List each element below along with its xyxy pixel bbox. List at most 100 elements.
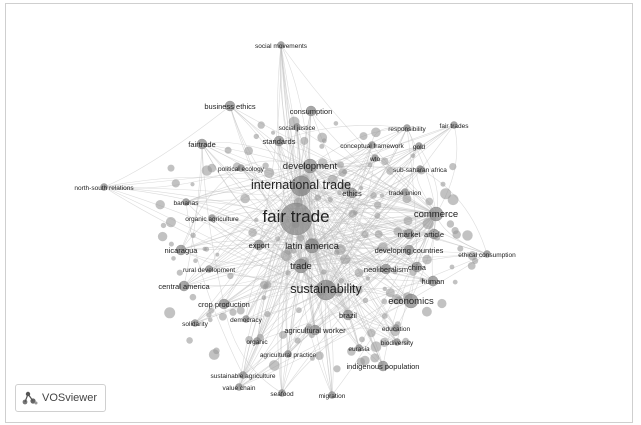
term-node[interactable] — [428, 228, 440, 240]
term-node[interactable] — [403, 244, 415, 256]
term-label[interactable]: solidarity — [182, 321, 208, 328]
term-node[interactable] — [427, 275, 439, 287]
term-label[interactable]: biodiversity — [381, 340, 414, 347]
term-label[interactable]: nicaragua — [165, 246, 199, 255]
term-label[interactable]: value chain — [223, 385, 256, 392]
term-node[interactable] — [355, 344, 363, 352]
term-label[interactable]: latin america — [285, 241, 340, 252]
term-label[interactable]: economics — [388, 296, 434, 307]
term-node[interactable] — [411, 261, 423, 273]
term-label[interactable]: political ecology — [218, 166, 265, 173]
term-label[interactable]: organic agriculture — [185, 216, 239, 223]
term-label[interactable]: conceptual framework — [340, 143, 404, 150]
term-node[interactable] — [380, 263, 392, 275]
term-label[interactable]: fair trade — [262, 207, 329, 226]
term-node[interactable] — [191, 319, 199, 327]
term-label[interactable]: seafood — [270, 391, 294, 398]
term-label[interactable]: trade — [290, 261, 312, 272]
term-node[interactable] — [218, 298, 230, 310]
term-node[interactable] — [242, 315, 250, 323]
term-node[interactable] — [346, 187, 358, 199]
term-label[interactable]: sustainable agriculture — [210, 373, 275, 380]
term-label[interactable]: human — [422, 277, 445, 286]
term-label[interactable]: organic — [246, 339, 268, 346]
term-label[interactable]: fairtrade — [188, 140, 216, 149]
term-node[interactable] — [293, 258, 309, 274]
term-node[interactable] — [273, 135, 285, 147]
co-occurrence-network[interactable]: social movements business ethics consumpti… — [6, 4, 634, 424]
term-label[interactable]: north-south relations — [74, 185, 134, 192]
network-map-panel[interactable]: social movements business ethics consumpti… — [5, 3, 633, 423]
term-label[interactable]: agricultural practice — [260, 352, 317, 359]
term-label[interactable]: brazil — [339, 311, 357, 320]
term-node[interactable] — [304, 238, 320, 254]
term-node[interactable] — [182, 198, 190, 206]
term-node[interactable] — [290, 175, 312, 197]
term-node[interactable] — [208, 214, 216, 222]
term-node[interactable] — [403, 124, 411, 132]
term-node[interactable] — [393, 338, 401, 346]
term-node[interactable] — [483, 250, 491, 258]
term-label[interactable]: education — [382, 326, 411, 333]
term-node[interactable] — [293, 123, 301, 131]
term-label[interactable]: standards — [263, 137, 296, 146]
term-label[interactable]: responsibility — [388, 126, 426, 133]
term-label[interactable]: sustainability — [290, 282, 362, 296]
term-node[interactable] — [401, 188, 409, 196]
term-node[interactable] — [328, 391, 336, 399]
term-label[interactable]: neoliberalism — [364, 265, 408, 274]
term-label[interactable]: social movements — [255, 43, 308, 50]
term-node[interactable] — [368, 141, 376, 149]
term-node[interactable] — [196, 138, 208, 150]
term-label[interactable]: international trade — [251, 178, 351, 192]
term-label[interactable]: ethical consumption — [458, 252, 516, 259]
term-label[interactable]: consumption — [290, 107, 333, 116]
term-label[interactable]: development — [283, 161, 338, 172]
term-label[interactable]: developing countries — [375, 246, 444, 255]
term-node[interactable] — [371, 154, 379, 162]
term-node[interactable] — [428, 206, 444, 222]
term-label[interactable]: fair trades — [440, 123, 470, 130]
term-node[interactable] — [237, 164, 245, 172]
term-label[interactable]: migration — [319, 393, 346, 400]
term-node[interactable] — [253, 239, 265, 251]
term-label[interactable]: article — [424, 230, 444, 239]
term-label[interactable]: sub-saharan africa — [393, 167, 447, 174]
term-label[interactable]: business ethics — [204, 102, 256, 111]
term-label[interactable]: china — [408, 263, 427, 272]
term-label[interactable]: central america — [158, 282, 210, 291]
term-node[interactable] — [403, 228, 415, 240]
term-label[interactable]: social justice — [279, 125, 316, 132]
term-label[interactable]: indigenous population — [347, 362, 420, 371]
term-node[interactable] — [100, 183, 108, 191]
term-node[interactable] — [342, 309, 354, 321]
term-label[interactable]: market — [398, 230, 422, 239]
term-label[interactable]: export — [249, 241, 271, 250]
term-node[interactable] — [450, 121, 458, 129]
term-label[interactable]: democracy — [230, 317, 263, 324]
term-node[interactable] — [302, 158, 318, 174]
term-label[interactable]: ethics — [342, 189, 362, 198]
term-label[interactable]: agricultural worker — [284, 326, 346, 335]
term-node[interactable] — [224, 100, 236, 112]
term-node[interactable] — [175, 244, 187, 256]
term-node[interactable] — [279, 202, 313, 236]
term-node[interactable] — [205, 265, 213, 273]
term-label[interactable]: commerce — [414, 209, 458, 220]
term-label[interactable]: rural development — [183, 267, 235, 274]
term-label[interactable]: gold — [413, 144, 426, 151]
term-node[interactable] — [377, 360, 389, 372]
term-node[interactable] — [239, 371, 247, 379]
term-label[interactable]: bananas — [174, 200, 200, 207]
term-node[interactable] — [277, 41, 285, 49]
term-node[interactable] — [235, 383, 243, 391]
term-label[interactable]: wto — [369, 156, 381, 163]
term-node[interactable] — [253, 337, 261, 345]
term-node[interactable] — [309, 324, 321, 336]
term-label[interactable]: eurasia — [348, 346, 370, 353]
term-node[interactable] — [315, 279, 337, 301]
term-node[interactable] — [284, 350, 292, 358]
term-node[interactable] — [178, 280, 190, 292]
term-label[interactable]: trade union — [389, 190, 422, 197]
term-node[interactable] — [392, 324, 400, 332]
